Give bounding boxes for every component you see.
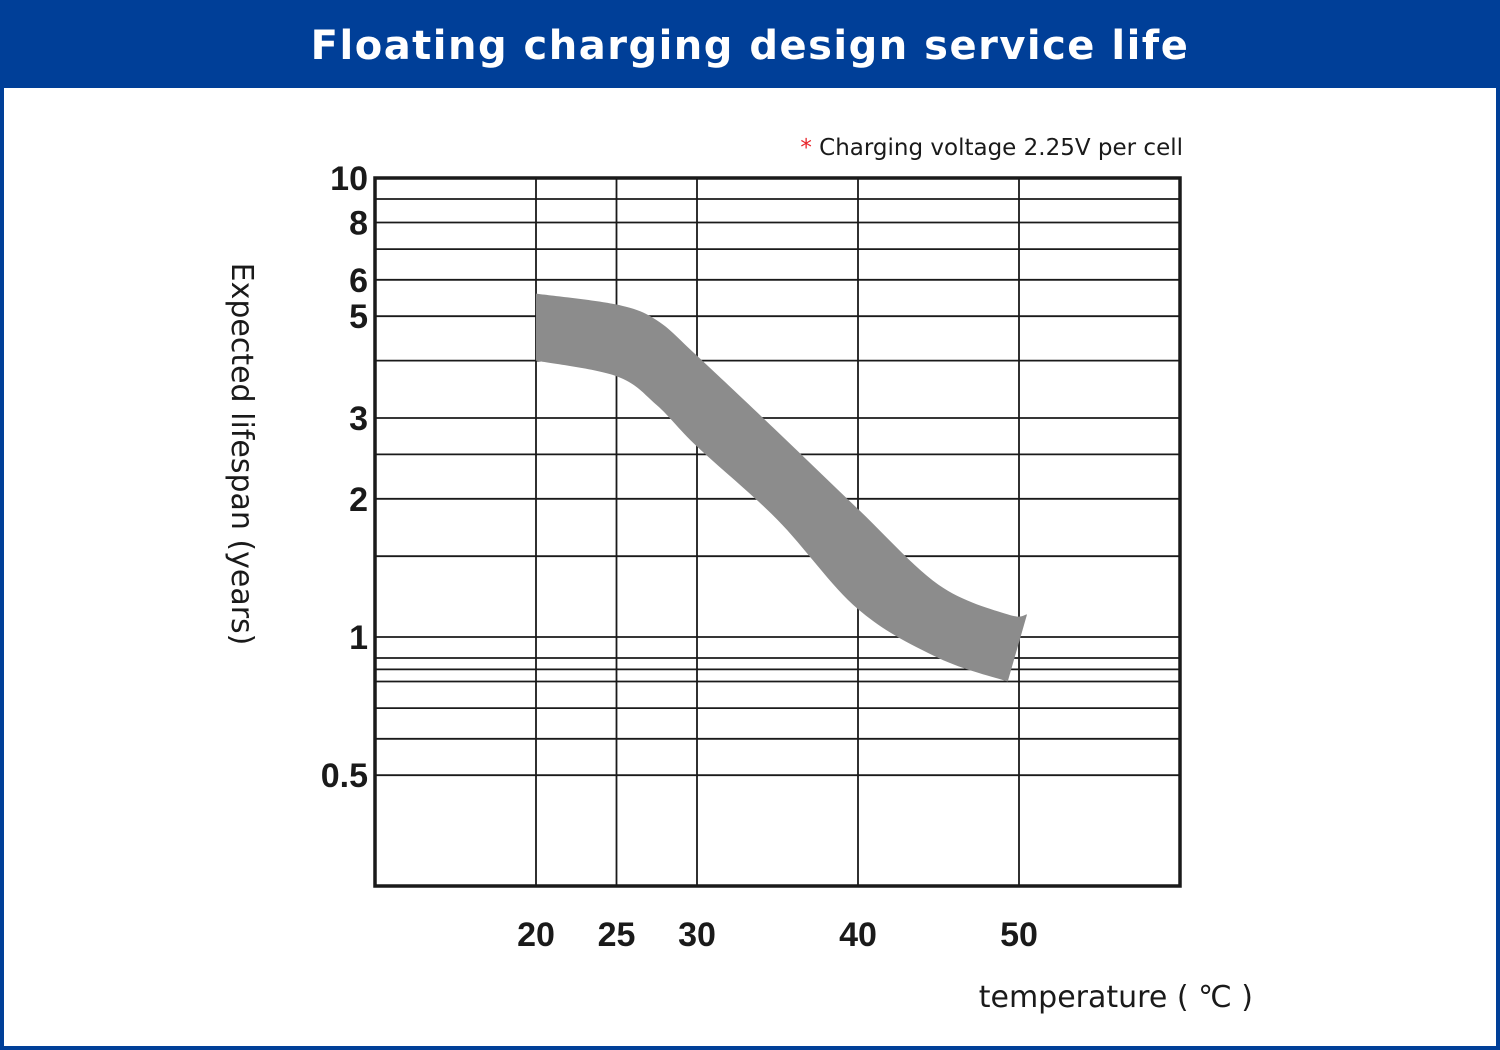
y-tick-label: 2 bbox=[349, 481, 368, 519]
y-axis-label: Expected lifespan (years) bbox=[224, 263, 259, 646]
x-tick-label: 25 bbox=[598, 916, 636, 954]
chart-title: Floating charging design service life bbox=[310, 23, 1190, 69]
x-tick-labels: 20 25 30 40 50 bbox=[517, 916, 1038, 954]
y-tick-label: 3 bbox=[349, 400, 368, 438]
y-tick-label: 1 bbox=[349, 619, 368, 657]
x-tick-label: 50 bbox=[1000, 916, 1038, 954]
x-tick-label: 40 bbox=[839, 916, 877, 954]
x-axis-label: temperature ( ℃ ) bbox=[979, 980, 1253, 1015]
y-tick-label: 5 bbox=[349, 298, 368, 336]
lifespan-band bbox=[536, 293, 1028, 682]
y-tick-label: 0.5 bbox=[321, 757, 368, 795]
y-tick-label: 8 bbox=[349, 204, 368, 242]
y-tick-label: 6 bbox=[349, 262, 368, 300]
plot-border bbox=[373, 176, 1182, 888]
title-bar: Floating charging design service life bbox=[0, 0, 1500, 88]
note-asterisk: * bbox=[800, 135, 812, 161]
note-text: Charging voltage 2.25V per cell bbox=[812, 135, 1183, 161]
chart-note: * Charging voltage 2.25V per cell bbox=[800, 135, 1183, 161]
x-tick-label: 20 bbox=[517, 916, 555, 954]
y-tick-labels: 0.5 1 2 3 56 8 10 bbox=[321, 160, 368, 795]
y-tick-label: 10 bbox=[330, 160, 368, 198]
x-tick-label: 30 bbox=[678, 916, 716, 954]
grid bbox=[375, 177, 1180, 886]
